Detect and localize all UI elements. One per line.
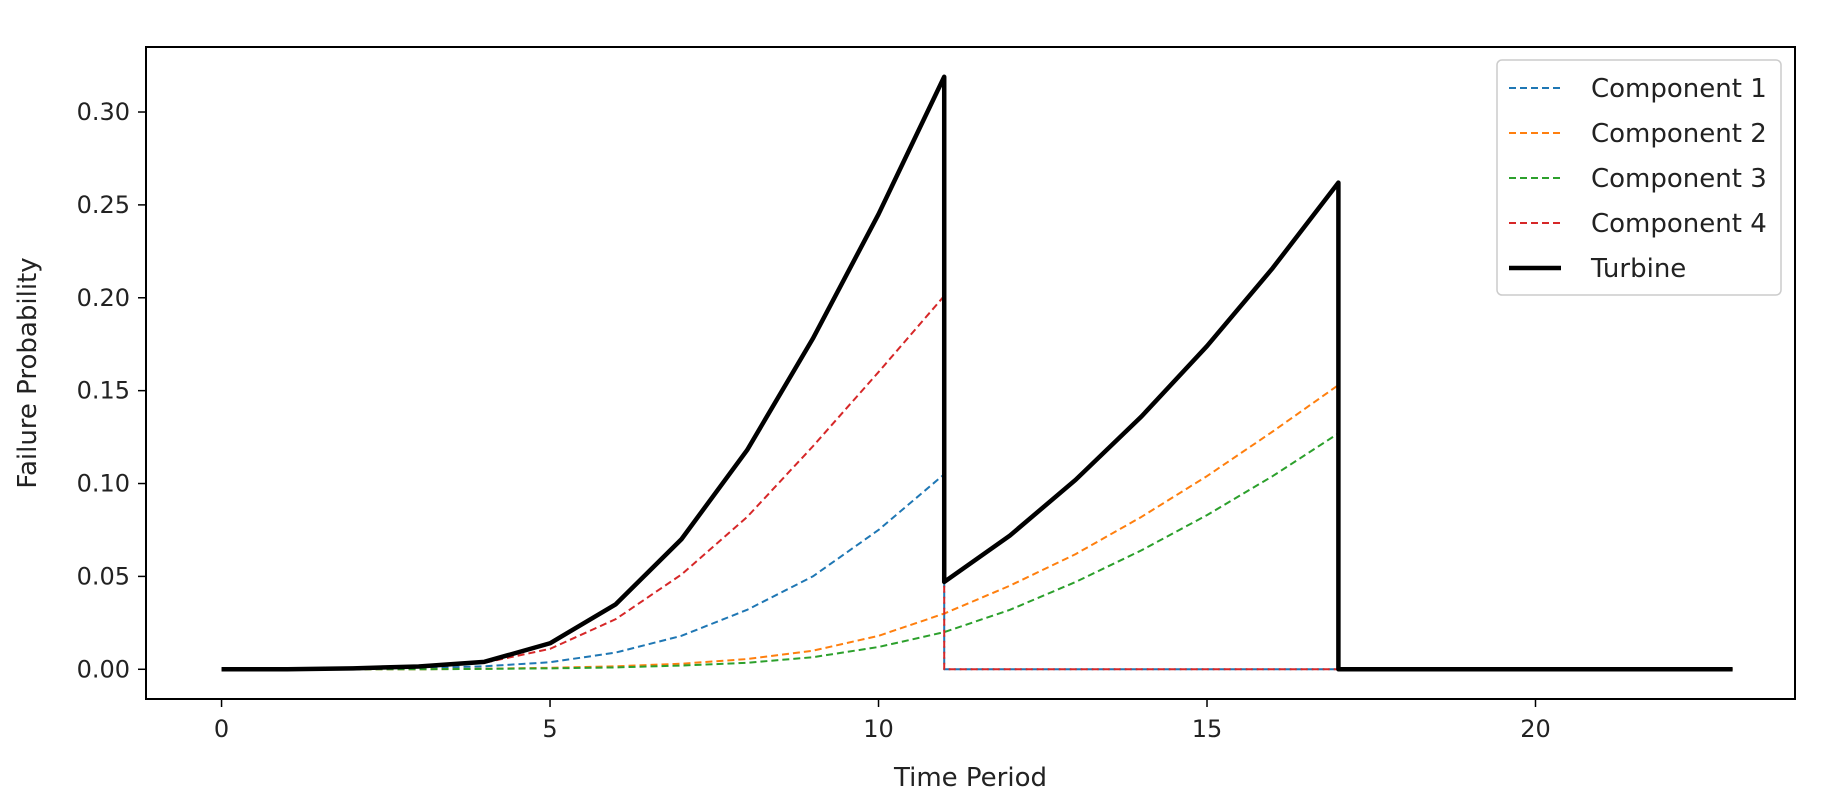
legend: Component 1 Component 2 Component 3 Compone…: [1496, 59, 1782, 296]
y-tick-label: 0.25: [77, 191, 130, 219]
legend-label-component-2: Component 2: [1591, 119, 1767, 149]
series-line-component-4: [221, 294, 1733, 671]
y-tick-label: 0.15: [77, 377, 130, 405]
series-line-component-3: [221, 432, 1733, 671]
series-line-component-2: [221, 384, 1733, 671]
series-line-turbine: [221, 74, 1733, 672]
x-tick-label: 15: [1192, 715, 1223, 743]
y-tick-label: 0.10: [77, 470, 130, 498]
legend-label-component-3: Component 3: [1591, 164, 1767, 194]
x-tick-label: 5: [542, 715, 557, 743]
y-tick-label: 0.20: [77, 284, 130, 312]
x-tick-label: 0: [214, 715, 229, 743]
x-axis: 0 5 10 15 20: [214, 699, 1551, 743]
x-tick-label: 20: [1520, 715, 1551, 743]
y-axis: 0.00 0.05 0.10 0.15 0.20 0.25 0.30: [77, 98, 146, 683]
y-tick-label: 0.05: [77, 562, 130, 590]
series-lines: [221, 74, 1733, 672]
x-axis-label: Time Period: [893, 763, 1047, 793]
plot-frame: [145, 46, 1796, 700]
legend-label-component-1: Component 1: [1591, 74, 1767, 104]
legend-label-component-4: Component 4: [1591, 209, 1767, 239]
series-line-component-1: [221, 473, 1733, 671]
legend-label-turbine: Turbine: [1590, 254, 1686, 284]
x-tick-label: 10: [863, 715, 894, 743]
y-axis-label: Failure Probability: [13, 257, 43, 488]
y-tick-label: 0.30: [77, 98, 130, 126]
legend-box: [1496, 59, 1782, 296]
y-tick-label: 0.00: [77, 655, 130, 683]
